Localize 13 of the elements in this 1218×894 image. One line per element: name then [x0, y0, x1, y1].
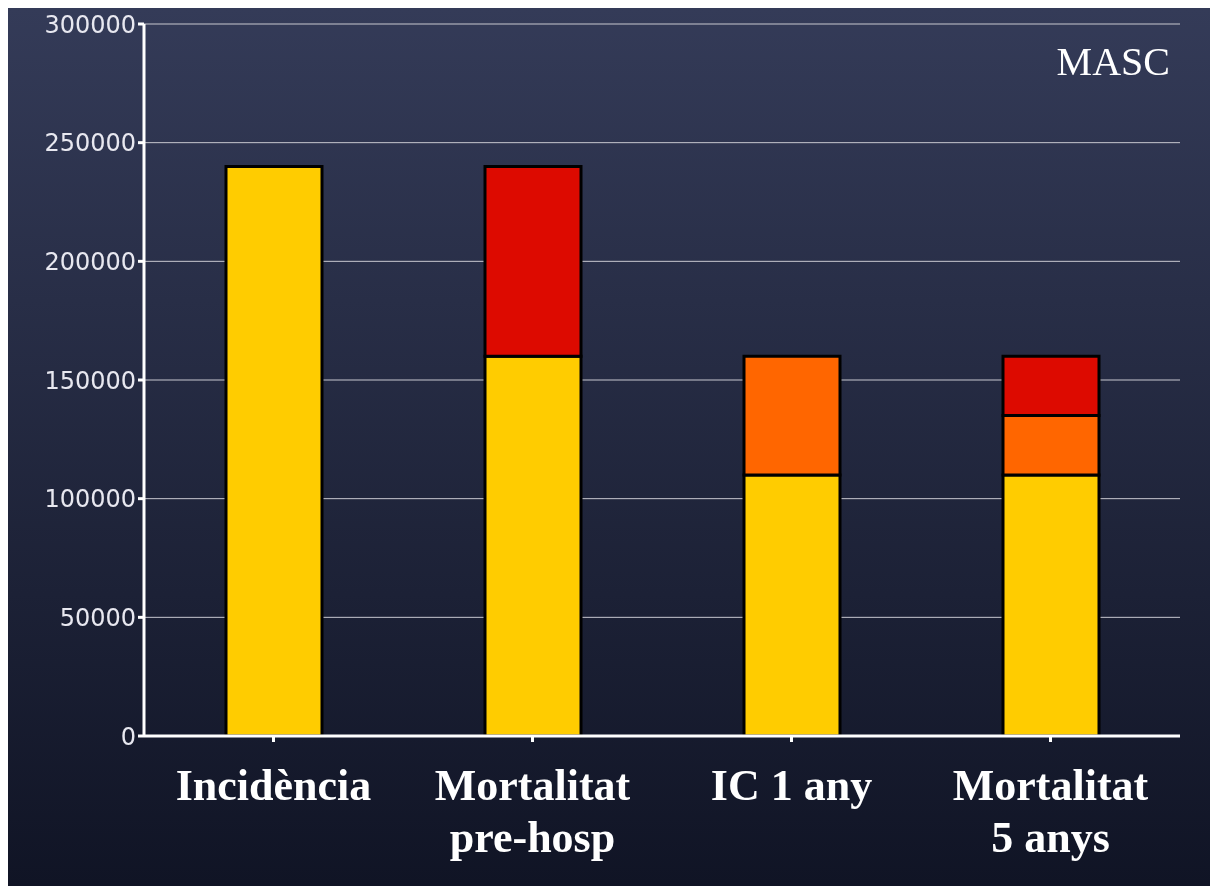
y-tick-label: 100000 [44, 485, 136, 514]
annotation: MASC [1056, 38, 1170, 85]
x-tick-label: Mortalitat pre-hosp [434, 761, 631, 862]
x-tick-label: Incidència [175, 761, 372, 810]
y-tick-label: 200000 [44, 247, 136, 276]
y-tick-label: 50000 [59, 603, 136, 632]
y-tick-label: 250000 [44, 129, 136, 158]
y-tick-label: 150000 [44, 366, 136, 395]
x-tick-label: IC 1 any [710, 761, 873, 810]
y-tick-label: 300000 [44, 10, 136, 39]
y-tick-label: 0 [120, 722, 136, 751]
x-tick-label: Mortalitat 5 anys [952, 761, 1149, 862]
bar [224, 164, 324, 736]
